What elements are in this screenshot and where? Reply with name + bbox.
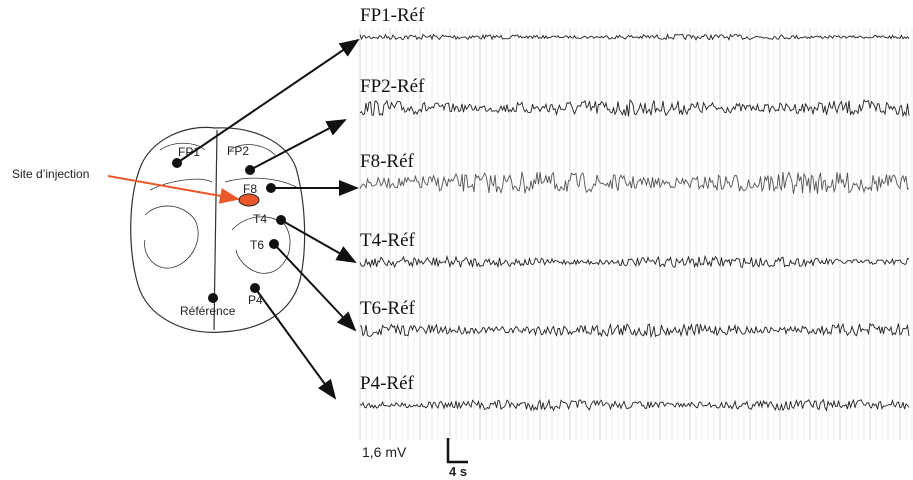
time-scale: 4 s: [449, 464, 467, 479]
amplitude-scale: 1,6 mV: [362, 444, 407, 460]
eeg-trace: [359, 33, 910, 41]
electrode: [276, 215, 286, 225]
eeg-trace: [359, 254, 910, 269]
electrode: [266, 183, 276, 193]
injection-site-marker: [238, 193, 260, 207]
eeg-trace: [359, 98, 910, 118]
trace-label: F8-Réf: [360, 151, 415, 172]
trace-label: FP1-Réf: [360, 5, 425, 26]
electrode: [172, 158, 182, 168]
electrodes: FP1 FP2 F8 T4 T6 P4: [172, 38, 360, 400]
electrode-arrow: [254, 287, 337, 400]
injection-label: Site d’injection: [12, 167, 89, 181]
trace-label: T6-Réf: [360, 298, 416, 319]
electrode-arrow: [249, 119, 347, 171]
reference-electrode: [208, 293, 218, 303]
eeg-trace: [359, 322, 910, 339]
electrode-label: P4: [248, 293, 263, 307]
eeg-trace: [359, 398, 910, 412]
eeg-trace: [359, 171, 910, 195]
electrode-arrow: [273, 243, 357, 332]
trace-label: FP2-Réf: [360, 76, 425, 97]
scale-bar: [446, 438, 468, 464]
electrode: [245, 165, 255, 175]
electrode: [269, 239, 279, 249]
trace-label: T4-Réf: [360, 230, 416, 251]
brain: [130, 126, 306, 333]
traces: FP1-Réf FP2-Réf F8-Réf T4-Réf T6-Réf P4-Réf: [359, 5, 910, 412]
electrode-label: FP1: [178, 145, 200, 159]
reference-label: Référence: [180, 304, 236, 318]
electrode: [250, 283, 260, 293]
electrode-label: T4: [253, 212, 267, 226]
electrode-arrow: [280, 219, 357, 263]
injection-arrow: [107, 175, 240, 204]
electrode-arrow: [176, 38, 360, 164]
trace-label: P4-Réf: [360, 373, 415, 394]
electrode-label: T6: [250, 238, 264, 252]
electrode-label: F8: [243, 182, 257, 196]
eeg-grid: [359, 28, 913, 440]
electrode-label: FP2: [227, 144, 249, 158]
